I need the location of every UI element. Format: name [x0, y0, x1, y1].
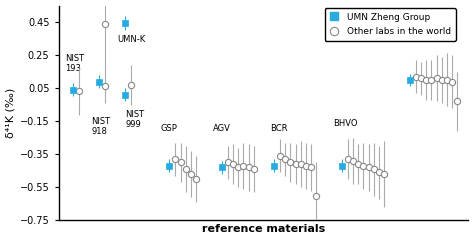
X-axis label: reference materials: reference materials — [202, 224, 325, 234]
Text: BHVO: BHVO — [333, 119, 357, 128]
Text: seawater: seawater — [409, 26, 447, 35]
Text: UMN-K: UMN-K — [117, 35, 146, 43]
Text: NIST
999: NIST 999 — [125, 110, 144, 129]
Text: NIST
193: NIST 193 — [65, 54, 84, 73]
Text: BCR: BCR — [270, 124, 288, 133]
Y-axis label: δ⁴¹K (‰): δ⁴¹K (‰) — [6, 88, 16, 138]
Text: NIST
918: NIST 918 — [91, 117, 110, 136]
Text: AGV: AGV — [212, 124, 230, 133]
Text: GSP: GSP — [160, 124, 177, 133]
Legend: UMN Zheng Group, Other labs in the world: UMN Zheng Group, Other labs in the world — [325, 8, 456, 41]
